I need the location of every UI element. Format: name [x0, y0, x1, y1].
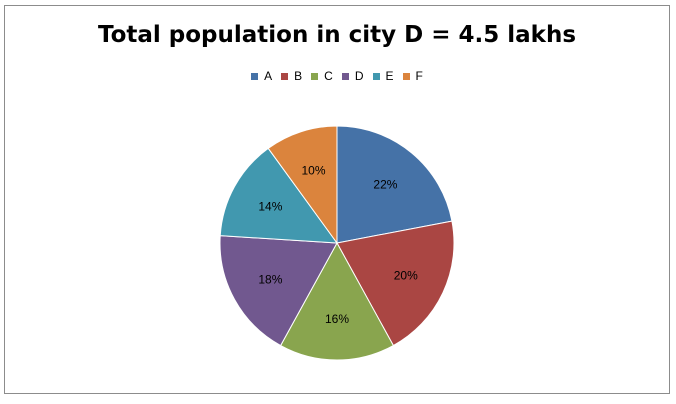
legend-label-d: D	[354, 69, 364, 83]
legend-item-b: B	[281, 69, 302, 83]
legend-swatch-a	[251, 72, 259, 80]
legend-item-f: F	[402, 69, 423, 83]
legend-swatch-c	[311, 72, 319, 80]
legend-label-e: E	[385, 69, 394, 83]
pie-slice-b	[336, 220, 455, 347]
legend-item-a: A	[251, 69, 272, 83]
legend-swatch-e	[372, 72, 380, 80]
pie-slice-e	[219, 147, 339, 244]
pie-slice-d	[219, 235, 338, 347]
slice-label-a: 22%	[373, 177, 397, 191]
slice-label-f: 10%	[301, 164, 325, 178]
legend-label-f: F	[415, 69, 423, 83]
pie-slice-f	[267, 125, 338, 245]
legend-item-e: E	[372, 69, 394, 83]
legend-swatch-d	[341, 72, 349, 80]
legend: A B C D E F	[5, 69, 669, 83]
slice-label-e: 14%	[258, 199, 282, 213]
pie-slice-c	[279, 241, 395, 361]
legend-item-d: D	[341, 69, 364, 83]
legend-swatch-f	[402, 72, 410, 80]
chart-title: Total population in city D = 4.5 lakhs	[97, 22, 577, 48]
legend-label-c: C	[324, 69, 333, 83]
slice-label-c: 16%	[325, 312, 349, 326]
legend-swatch-b	[281, 72, 289, 80]
slice-label-d: 18%	[258, 273, 282, 287]
pie-slice-a	[336, 125, 453, 244]
legend-item-c: C	[311, 69, 333, 83]
legend-label-b: B	[294, 69, 303, 83]
slice-label-b: 20%	[394, 268, 418, 282]
legend-label-a: A	[264, 69, 273, 83]
